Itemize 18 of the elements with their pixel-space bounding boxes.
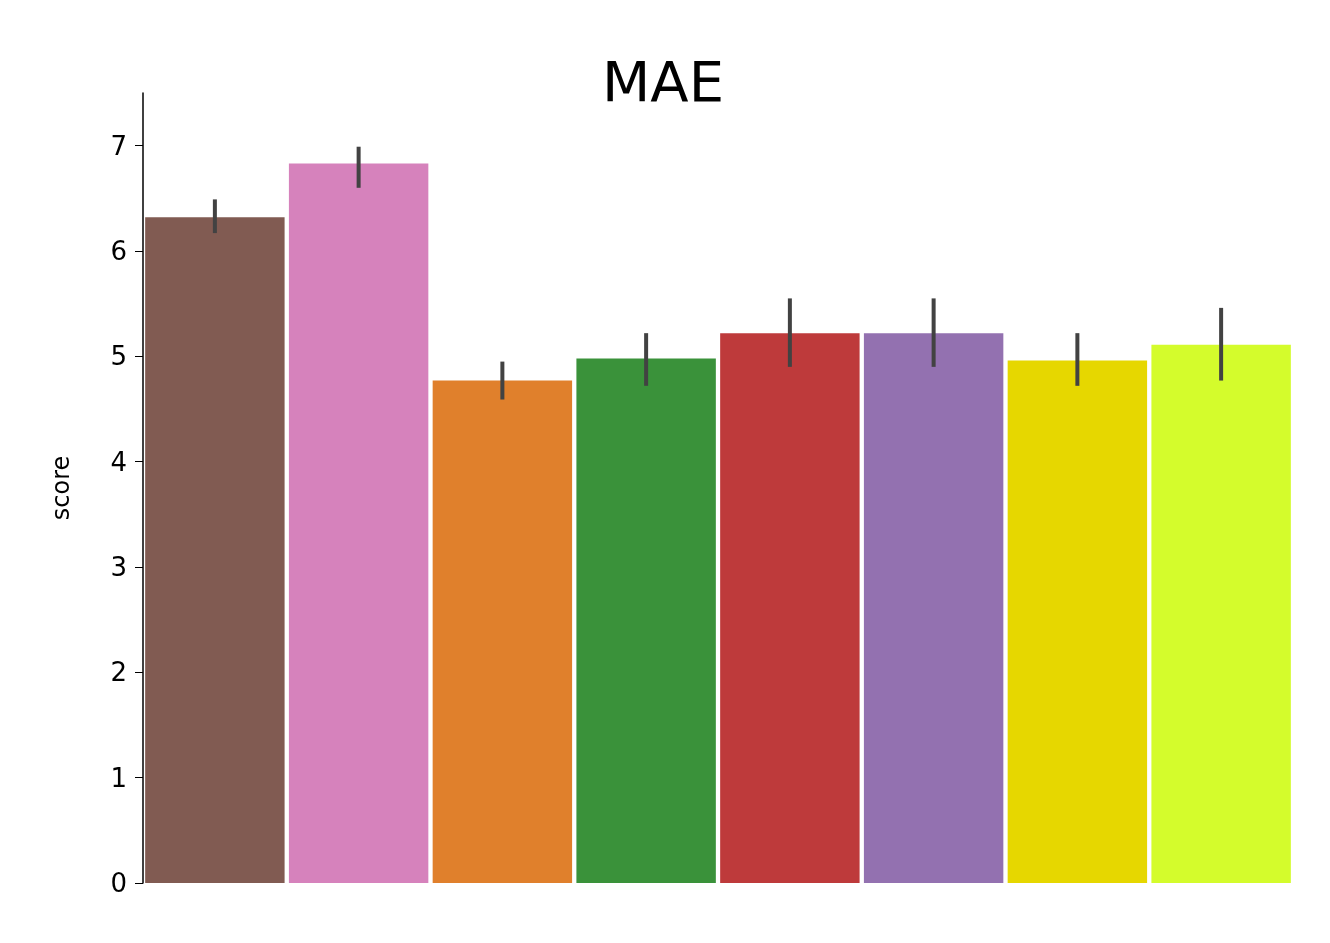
bar (1007, 360, 1148, 883)
y-tick-label: 0 (110, 868, 127, 898)
y-tick-label: 3 (110, 552, 127, 582)
y-tick-label: 1 (110, 762, 127, 793)
bar (432, 380, 573, 883)
bar (576, 358, 716, 883)
bar (1151, 344, 1291, 883)
y-tick-label: 4 (110, 446, 127, 477)
bar (145, 217, 285, 883)
bar (863, 333, 1004, 883)
y-axis-title: score (47, 455, 75, 521)
y-tick-label: 6 (110, 236, 127, 266)
chart-title: MAE (601, 48, 725, 114)
y-tick-label: 5 (110, 341, 127, 372)
bar (288, 163, 429, 883)
y-tick-label: 7 (110, 130, 127, 161)
y-tick-label: 2 (110, 657, 127, 688)
bar (720, 333, 860, 883)
